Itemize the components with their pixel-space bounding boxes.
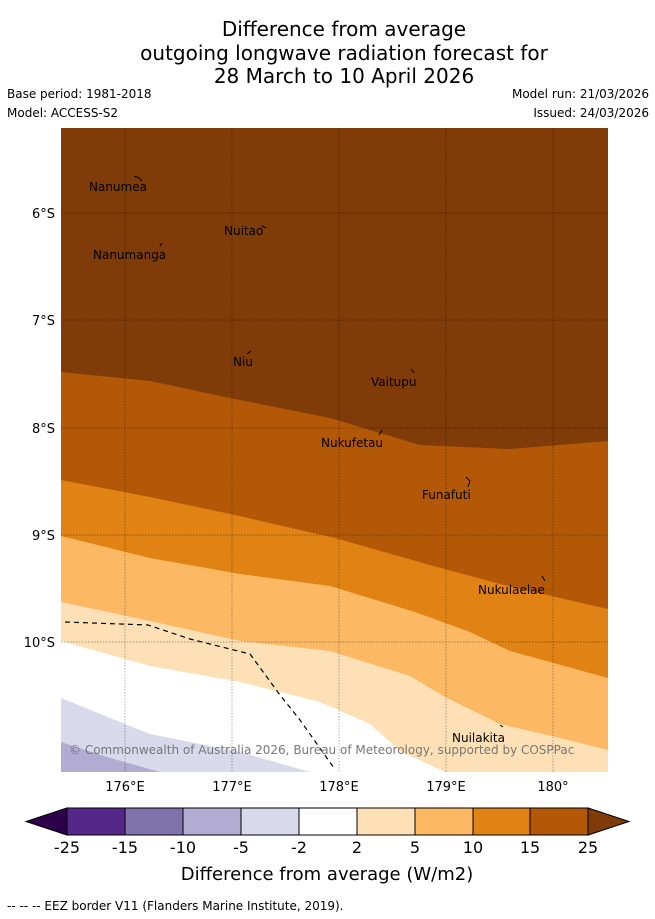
place-label-nukulaelae: Nukulaelae <box>478 583 545 597</box>
lon-label: 180° <box>537 780 568 795</box>
colorbar-high-extension <box>587 807 631 836</box>
eez-border <box>64 621 335 769</box>
lat-label: 10°S <box>24 636 55 651</box>
place-label-nuilakita: Nuilakita <box>452 731 505 745</box>
place-label-funafuti: Funafuti <box>422 488 471 502</box>
colorbar-tick: 25 <box>578 838 598 857</box>
colorbar-segment <box>66 807 126 836</box>
colorbar-tick: -25 <box>54 838 80 857</box>
longitude-labels: 176°E 177°E 178°E 179°E 180° <box>105 780 568 795</box>
title-line-3: 28 March to 10 April 2026 <box>213 64 475 88</box>
graticule <box>61 128 608 772</box>
colorbar-segment <box>240 807 300 836</box>
colorbar-tick: 10 <box>463 838 483 857</box>
colorbar-segment <box>414 807 474 836</box>
colorbar-low-extension <box>24 807 68 836</box>
model-name: Model: ACCESS-S2 <box>7 106 119 120</box>
colorbar-segment <box>182 807 242 836</box>
colorbar-tick: 5 <box>410 838 420 857</box>
colorbar-tick: 15 <box>520 838 540 857</box>
colorbar-ticks: -25 -15 -10 -5 -2 2 5 10 15 25 <box>54 838 598 857</box>
lat-label: 6°S <box>32 207 55 222</box>
colorbar-label: Difference from average (W/m2) <box>181 864 473 885</box>
colorbar-segment <box>356 807 416 836</box>
lat-label: 9°S <box>32 529 55 544</box>
island-outlines <box>133 175 546 728</box>
lon-label: 176°E <box>105 780 145 795</box>
colorbar <box>24 807 631 836</box>
eez-footnote: -- -- -- EEZ border V11 (Flanders Marine… <box>7 899 344 913</box>
colorbar-tick: -5 <box>233 838 249 857</box>
title-line-1: Difference from average <box>221 17 467 41</box>
lon-label: 179°E <box>426 780 466 795</box>
lon-label: 178°E <box>319 780 359 795</box>
place-label-nukufetau: Nukufetau <box>321 436 383 450</box>
base-period: Base period: 1981-2018 <box>7 87 152 101</box>
model-run: Model run: 21/03/2026 <box>511 87 649 101</box>
place-label-nanumanga: Nanumanga <box>93 248 166 262</box>
anomaly-contours: Nanumea Nuitao Nanumanga Niu Vaitupu Nuk… <box>61 128 608 772</box>
lon-label: 177°E <box>212 780 252 795</box>
issued-date: Issued: 24/03/2026 <box>533 106 649 120</box>
latitude-labels: 6°S 7°S 8°S 9°S 10°S <box>24 207 55 651</box>
place-label-nuitao: Nuitao <box>224 224 263 238</box>
place-label-niu: Niu <box>233 355 253 369</box>
band-minus5-minus2 <box>61 698 310 772</box>
colorbar-tick: 2 <box>352 838 362 857</box>
colorbar-tick: -2 <box>291 838 307 857</box>
lat-label: 7°S <box>32 314 55 329</box>
colorbar-tick: -10 <box>170 838 196 857</box>
colorbar-segment <box>472 807 531 836</box>
colorbar-segment <box>298 807 358 836</box>
place-label-nanumea: Nanumea <box>89 180 147 194</box>
copyright-notice: © Commonwealth of Australia 2026, Bureau… <box>69 743 574 757</box>
band-minus10-minus5 <box>61 742 160 772</box>
colorbar-segment <box>529 807 589 836</box>
place-label-vaitupu: Vaitupu <box>371 375 417 389</box>
lat-label: 8°S <box>32 422 55 437</box>
colorbar-tick: -15 <box>112 838 138 857</box>
title-line-2: outgoing longwave radiation forecast for <box>140 41 548 65</box>
colorbar-segment <box>124 807 184 836</box>
